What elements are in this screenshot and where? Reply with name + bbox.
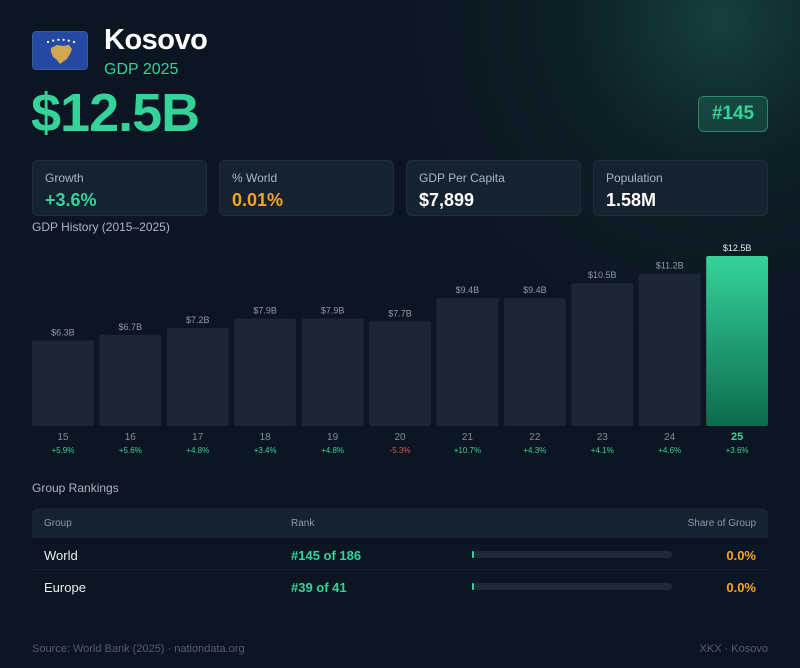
table-row: Europe #39 of 41 0.0% [32, 570, 768, 602]
bar-20 [369, 321, 431, 426]
growth-label: +3.6% [726, 446, 749, 455]
bar-value-label: $6.3B [51, 327, 75, 337]
page-subtitle: GDP 2025 [104, 61, 179, 78]
x-tick-label: 20 [394, 432, 406, 443]
share-bar-fill [472, 583, 474, 590]
x-tick-label: 23 [597, 432, 609, 443]
rankings-title: Group Rankings [32, 481, 119, 495]
stat-value: 0.01% [232, 190, 284, 210]
group-name: Europe [44, 580, 86, 595]
kosovo-flag-icon [32, 31, 88, 70]
stat-value: +3.6% [45, 190, 97, 210]
rankings-table: Group Rank Share of Group World #145 of … [32, 508, 768, 602]
bar-value-label: $9.4B [456, 285, 480, 295]
bar-21 [436, 298, 499, 426]
bar-value-label: $6.7B [119, 322, 143, 332]
x-tick-label: 18 [260, 432, 272, 443]
growth-label: +5.9% [51, 446, 74, 455]
share-bar [472, 583, 672, 590]
share-bar [472, 551, 672, 558]
rank-badge: #145 [698, 96, 768, 132]
column-header-share: Share of Group [687, 518, 756, 529]
gdp-value: $12.5B [31, 83, 200, 143]
stat-value: 1.58M [606, 190, 657, 210]
growth-label: +4.3% [523, 446, 546, 455]
bar-25 [706, 256, 768, 426]
column-header-group: Group [44, 518, 72, 529]
bar-22 [503, 298, 566, 426]
bar-value-label: $7.9B [253, 306, 277, 316]
x-tick-label: 17 [192, 432, 204, 443]
bar-value-label: $12.5B [723, 243, 752, 253]
x-tick-label: 16 [125, 432, 137, 443]
group-rank: #39 of 41 [291, 580, 347, 595]
bar-24 [638, 273, 701, 426]
group-share: 0.0% [726, 580, 756, 595]
bar-23 [571, 283, 634, 426]
growth-label: -5.3% [390, 446, 411, 455]
stat-value: $7,899 [419, 190, 475, 210]
group-share: 0.0% [726, 548, 756, 563]
stat-label: Population [606, 171, 663, 185]
stat-label: % World [232, 171, 278, 185]
bar-value-label: $10.5B [588, 270, 617, 280]
group-rank: #145 of 186 [291, 548, 362, 563]
stat-label: GDP Per Capita [419, 171, 505, 185]
growth-label: +4.1% [591, 446, 614, 455]
growth-label: +4.8% [321, 446, 344, 455]
group-name: World [44, 548, 78, 563]
bar-19 [301, 318, 364, 426]
x-tick-label: 19 [327, 432, 339, 443]
x-tick-label: 15 [57, 432, 69, 443]
growth-label: +4.6% [658, 446, 681, 455]
bar-value-label: $7.2B [186, 315, 210, 325]
table-row: World #145 of 186 0.0% [32, 538, 768, 570]
gdp-history-chart: $6.3B 15 +5.9% $6.7B 16 +5.6% $7.2B 17 +4.8% $7.9… [32, 243, 768, 455]
x-tick-label: 21 [462, 432, 474, 443]
footer-source: Source: World Bank (2025) · nationdata.o… [32, 643, 245, 655]
stat-label: Growth [45, 171, 84, 185]
bar-value-label: $9.4B [523, 285, 547, 295]
footer-country-code: XKX · Kosovo [699, 643, 768, 655]
bar-value-label: $7.7B [388, 308, 412, 318]
stat-card-population: Population 1.58M [593, 160, 768, 216]
bar-value-label: $11.2B [656, 261, 684, 271]
bar-17 [166, 328, 229, 426]
stat-card-gdp-per-capita: GDP Per Capita $7,899 [406, 160, 581, 216]
growth-label: +10.7% [454, 446, 481, 455]
rankings-table-header: Group Rank Share of Group [32, 508, 768, 538]
share-bar-fill [472, 551, 474, 558]
stat-card-world-share: % World 0.01% [219, 160, 394, 216]
growth-label: +5.6% [119, 446, 142, 455]
bar-16 [99, 334, 162, 426]
x-tick-label: 25 [731, 431, 743, 443]
bar-18 [234, 318, 297, 426]
chart-title: GDP History (2015–2025) [32, 220, 170, 234]
country-name: Kosovo [104, 24, 208, 56]
bar-15 [32, 340, 94, 426]
stat-card-growth: Growth +3.6% [32, 160, 207, 216]
growth-label: +4.8% [186, 446, 209, 455]
x-tick-label: 22 [529, 432, 541, 443]
x-tick-label: 24 [664, 432, 676, 443]
growth-label: +3.4% [254, 446, 277, 455]
column-header-rank: Rank [291, 518, 315, 529]
bar-value-label: $7.9B [321, 306, 345, 316]
